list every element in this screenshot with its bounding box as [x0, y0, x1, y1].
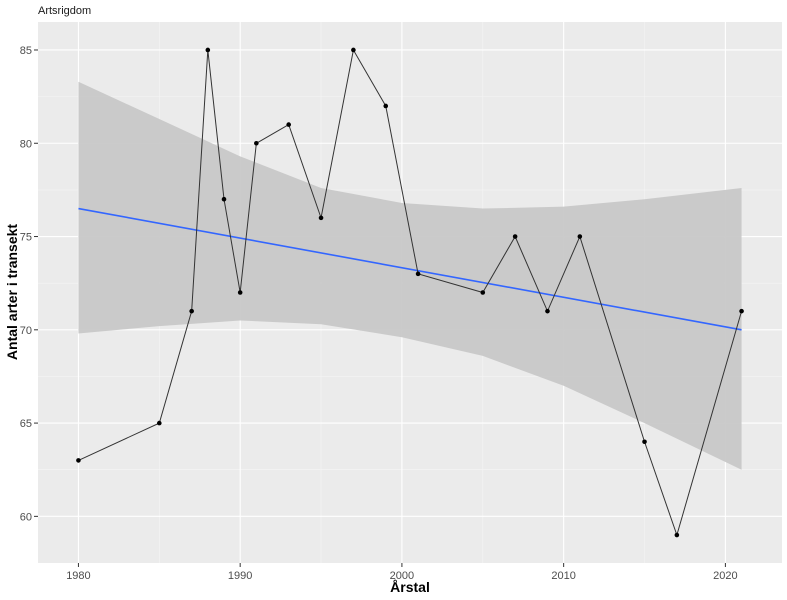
chart-title: Artsrigdom — [38, 5, 91, 17]
data-point — [383, 103, 389, 109]
data-point — [205, 47, 211, 53]
y-axis-title: Antal arter i transekt — [4, 224, 20, 360]
data-point — [221, 196, 227, 202]
x-tick-label: 2020 — [713, 570, 737, 582]
y-tick-label: 60 — [20, 511, 32, 523]
data-point — [318, 215, 324, 221]
data-point — [254, 140, 259, 146]
y-axis-ticks: 60 65 70 75 80 85 — [20, 45, 38, 523]
x-tick-label: 2010 — [551, 570, 575, 582]
y-tick-label: 80 — [20, 138, 32, 150]
x-tick-label: 1980 — [66, 570, 90, 582]
data-point — [157, 420, 162, 426]
y-tick-label: 65 — [20, 418, 32, 430]
data-point — [739, 308, 744, 314]
y-tick-label: 70 — [20, 325, 32, 337]
x-tick-label: 2000 — [390, 570, 414, 582]
data-point — [189, 308, 194, 314]
trend-line — [78, 207, 742, 331]
data-point — [545, 308, 550, 314]
data-point — [674, 532, 680, 538]
data-point — [480, 290, 486, 295]
y-tick-label: 85 — [20, 45, 32, 57]
data-point — [642, 439, 647, 445]
data-point — [76, 458, 81, 463]
x-tick-label: 1990 — [228, 570, 252, 582]
data-point — [512, 234, 518, 239]
data-point — [415, 271, 421, 277]
data-points — [76, 47, 744, 538]
y-tick-label: 75 — [20, 232, 32, 244]
x-axis-ticks: 1980 1990 2000 2010 2020 — [66, 563, 738, 582]
data-point — [286, 122, 291, 127]
data-point — [351, 47, 356, 53]
data-point — [577, 234, 583, 239]
data-point — [237, 290, 243, 295]
confidence-band — [78, 81, 742, 470]
x-axis-title: Årstal — [390, 579, 430, 595]
